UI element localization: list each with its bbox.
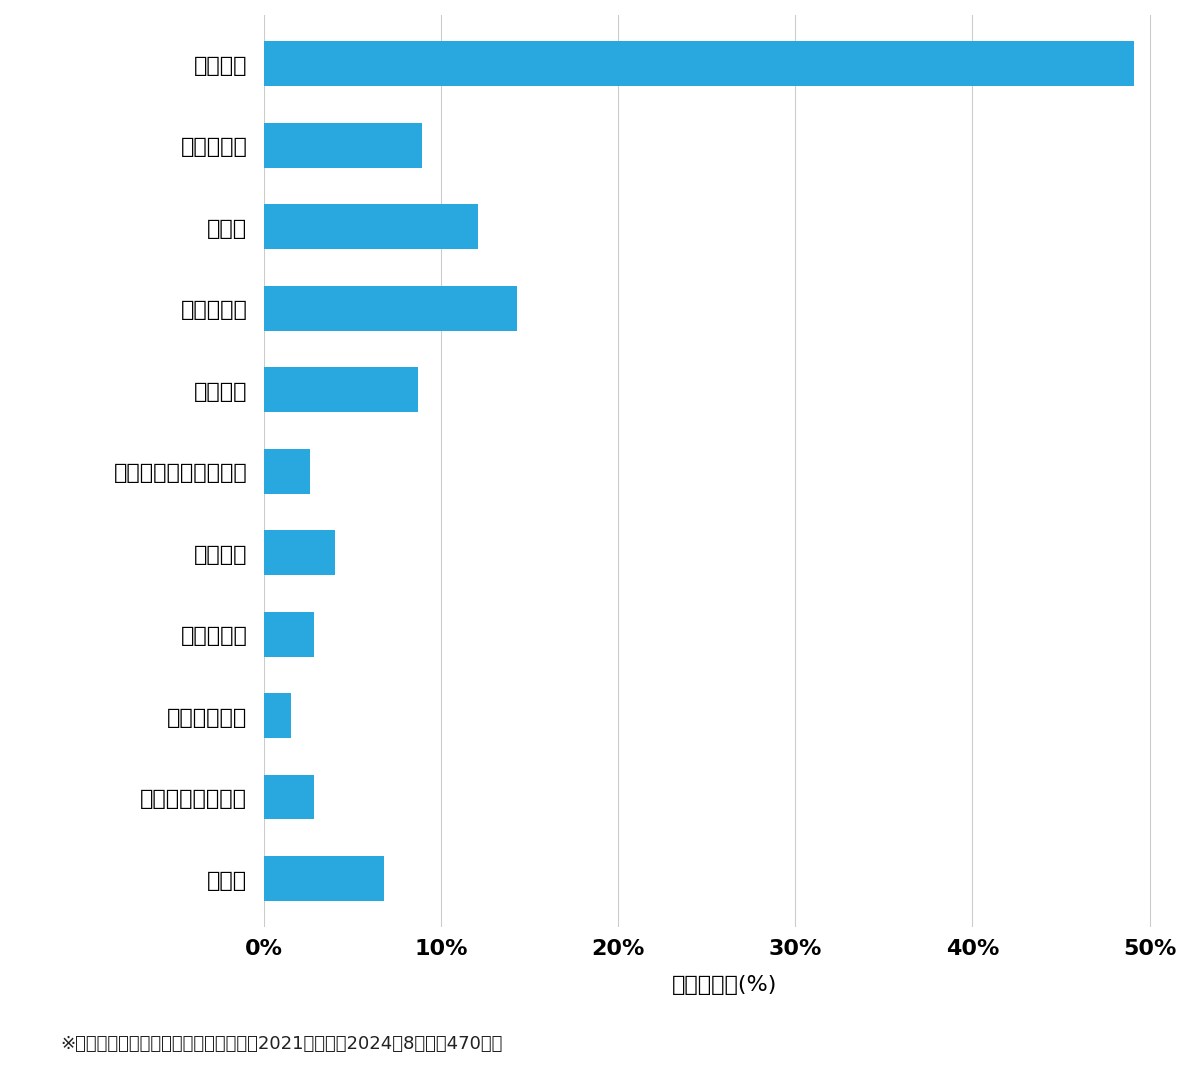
Bar: [264, 123, 421, 168]
Bar: [264, 530, 335, 575]
Bar: [264, 285, 517, 330]
X-axis label: 件数の割合(%): 件数の割合(%): [672, 975, 778, 995]
Text: ※弊社受付の案件を対象に集計（期間：2021年１月〜2024年8月、計470件）: ※弊社受付の案件を対象に集計（期間：2021年１月〜2024年8月、計470件）: [60, 1035, 503, 1053]
Bar: [264, 42, 1134, 87]
Bar: [264, 449, 310, 494]
Bar: [264, 775, 313, 820]
Bar: [264, 204, 479, 249]
Bar: [264, 693, 290, 738]
Bar: [264, 368, 418, 413]
Bar: [264, 856, 384, 901]
Bar: [264, 611, 313, 656]
